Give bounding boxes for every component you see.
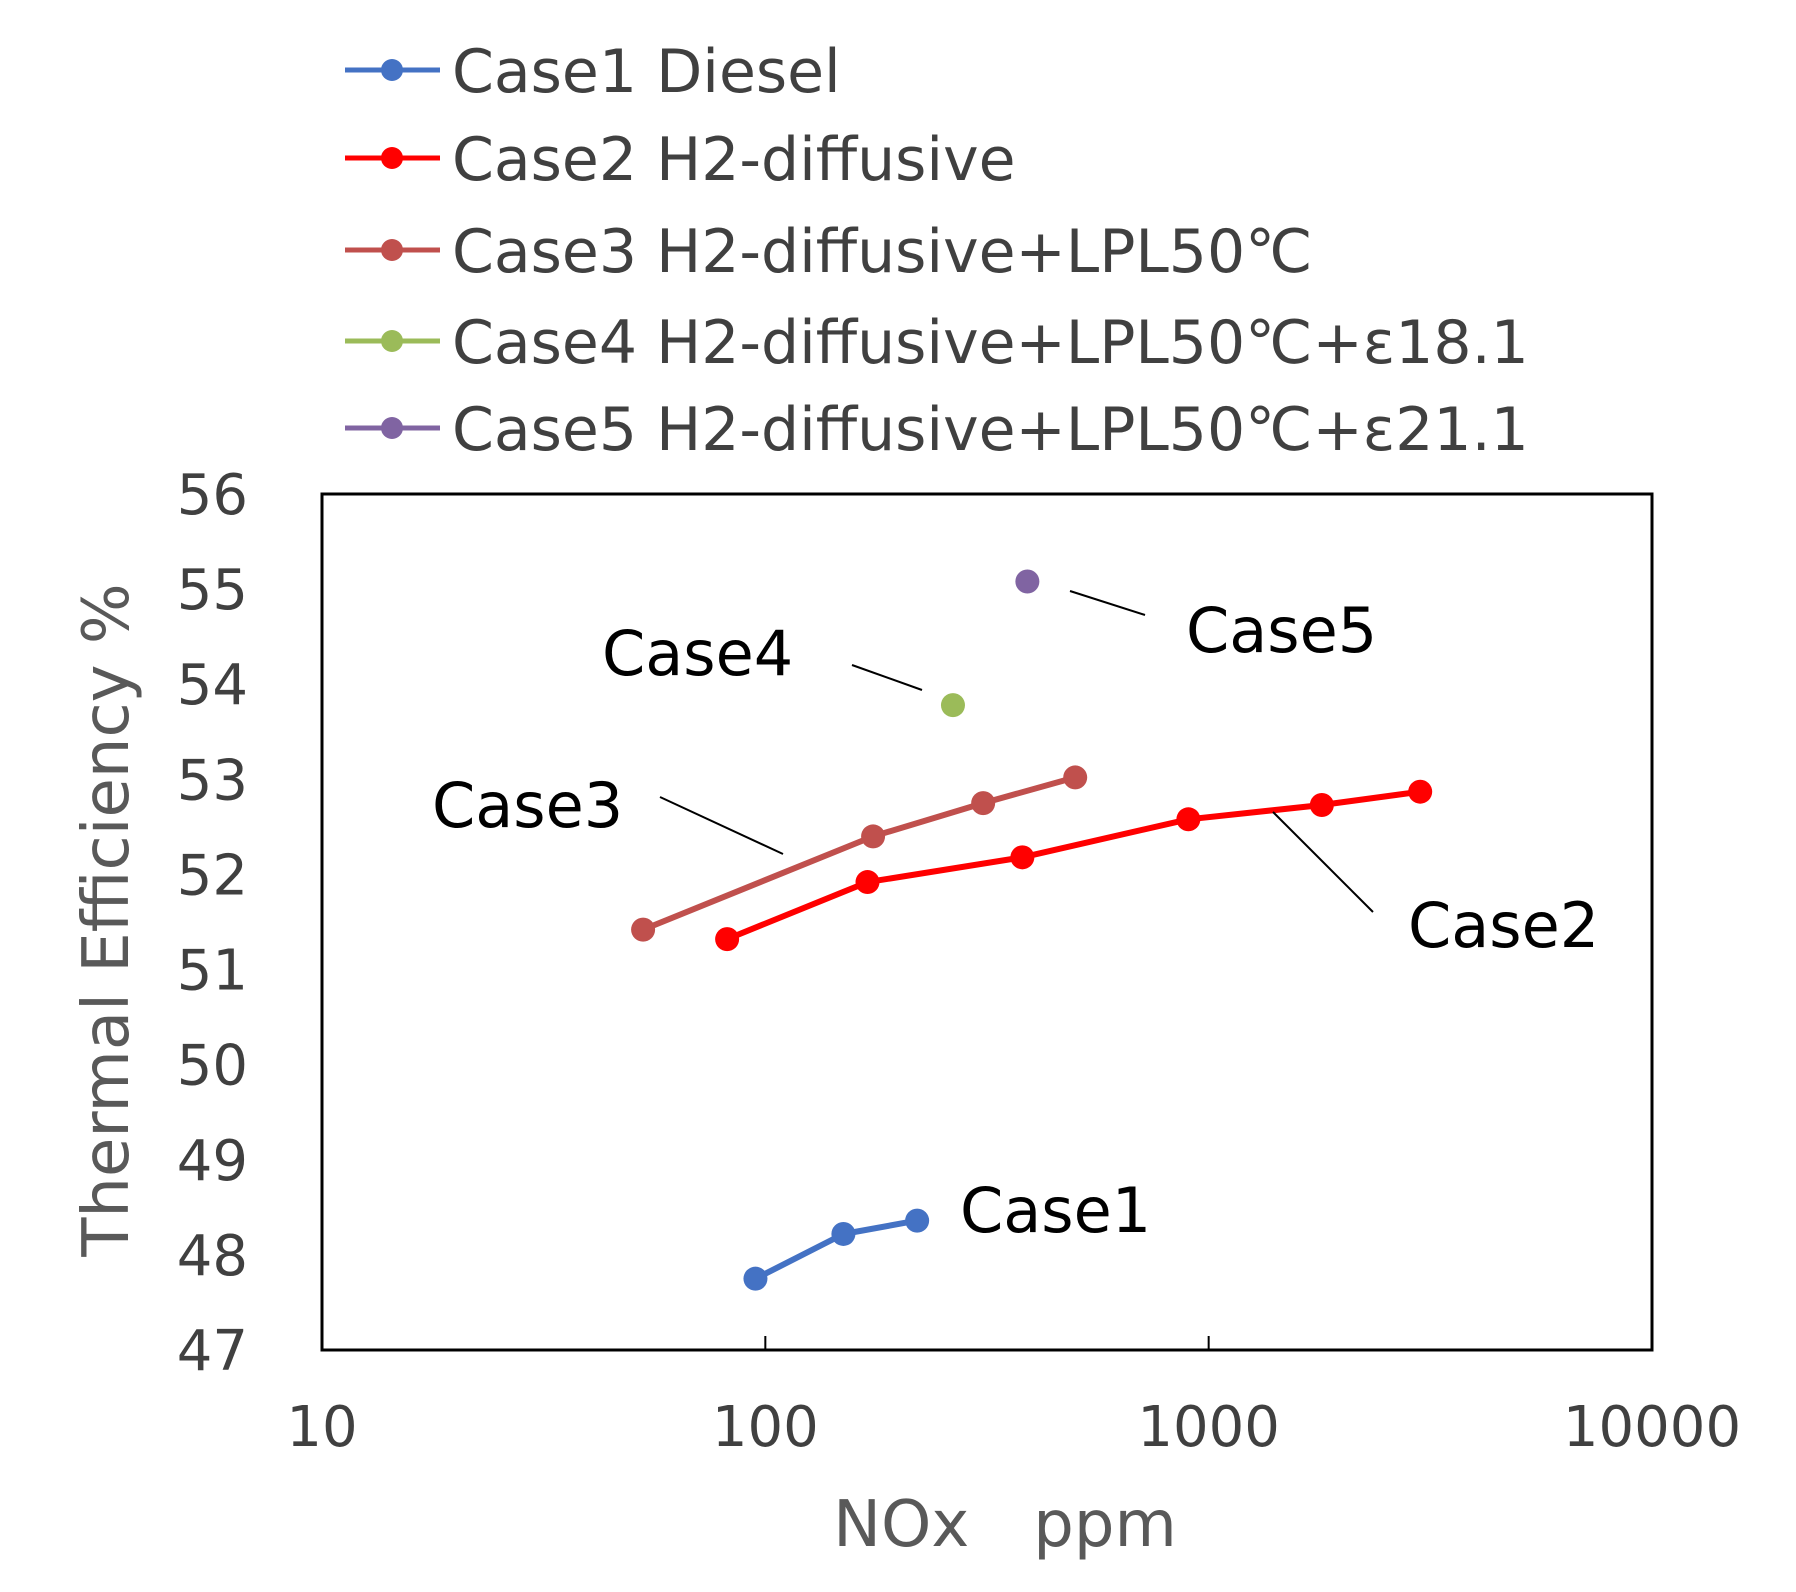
annotation-label: Case4 xyxy=(602,617,793,690)
series-layer xyxy=(631,569,1433,1291)
data-point xyxy=(743,1266,768,1291)
y-tick-label: 54 xyxy=(177,653,248,718)
y-tick-label: 53 xyxy=(177,748,248,813)
legend-swatch-marker xyxy=(381,239,403,261)
data-point xyxy=(1063,765,1088,790)
x-tick-label: 10000 xyxy=(1563,1395,1741,1460)
legend-entry-label: Case3 H2-diffusive+LPL50℃ xyxy=(452,217,1313,287)
data-point xyxy=(1309,793,1334,818)
x-axis-ticks: 10 100 1000 10000 xyxy=(286,1336,1741,1460)
legend-swatch-marker xyxy=(381,330,403,352)
annotation-label: Case1 xyxy=(960,1174,1151,1247)
data-point xyxy=(971,791,996,816)
y-axis-title: Thermal Efficiency % xyxy=(70,583,144,1257)
annotations: Case1 Case2 Case3 Case4 Case5 xyxy=(432,590,1599,1247)
series-2 xyxy=(715,779,1433,952)
y-axis-ticks: 47 48 49 50 51 52 53 54 55 56 xyxy=(177,463,248,1384)
y-tick-label: 51 xyxy=(177,939,248,1004)
data-point xyxy=(1408,779,1433,804)
data-point xyxy=(1176,807,1201,832)
data-point xyxy=(905,1208,930,1233)
x-tick-label: 100 xyxy=(712,1395,819,1460)
plot-area-frame xyxy=(320,492,1654,1352)
annotation-label: Case5 xyxy=(1186,594,1377,667)
x-tick-label: 1000 xyxy=(1137,1395,1280,1460)
data-point xyxy=(1010,845,1035,870)
annotation-leader-line xyxy=(1069,590,1146,616)
annotation-leader-line xyxy=(659,796,784,855)
series-5 xyxy=(1015,569,1040,594)
data-point xyxy=(831,1221,856,1246)
annotation-label: Case3 xyxy=(432,769,623,842)
legend-swatch-marker xyxy=(381,417,403,439)
series-1 xyxy=(743,1208,930,1291)
legend: Case1 Diesel Case2 H2-diffusive Case3 H2-d… xyxy=(345,37,1529,465)
y-tick-label: 48 xyxy=(177,1224,248,1289)
series-line xyxy=(725,788,1421,942)
annotation-leader-line xyxy=(851,664,923,691)
y-tick-label: 55 xyxy=(177,558,248,623)
series-3 xyxy=(631,765,1088,942)
x-tick-label: 10 xyxy=(286,1395,357,1460)
legend-swatch-marker xyxy=(381,147,403,169)
legend-entry-label: Case2 H2-diffusive xyxy=(452,125,1016,195)
annotation-label: Case2 xyxy=(1408,889,1599,962)
data-point xyxy=(940,693,965,718)
legend-entry-label: Case4 H2-diffusive+LPL50℃+ε18.1 xyxy=(452,308,1529,378)
annotation-leader-line xyxy=(1272,811,1374,913)
y-tick-label: 50 xyxy=(177,1034,248,1099)
y-tick-label: 47 xyxy=(177,1319,248,1384)
y-tick-label: 56 xyxy=(177,463,248,528)
legend-swatch-marker xyxy=(381,59,403,81)
y-tick-label: 49 xyxy=(177,1129,248,1194)
data-point xyxy=(631,917,656,942)
series-line xyxy=(641,774,1077,933)
data-point xyxy=(715,927,740,952)
data-point xyxy=(861,824,886,849)
y-tick-label: 52 xyxy=(177,843,248,908)
data-point xyxy=(1015,569,1040,594)
legend-entry-label: Case5 H2-diffusive+LPL50℃+ε21.1 xyxy=(452,395,1529,465)
legend-entry-label: Case1 Diesel xyxy=(452,37,841,107)
x-axis-title: NOx ppm xyxy=(833,1488,1177,1562)
series-4 xyxy=(940,693,965,718)
data-point xyxy=(855,870,880,895)
